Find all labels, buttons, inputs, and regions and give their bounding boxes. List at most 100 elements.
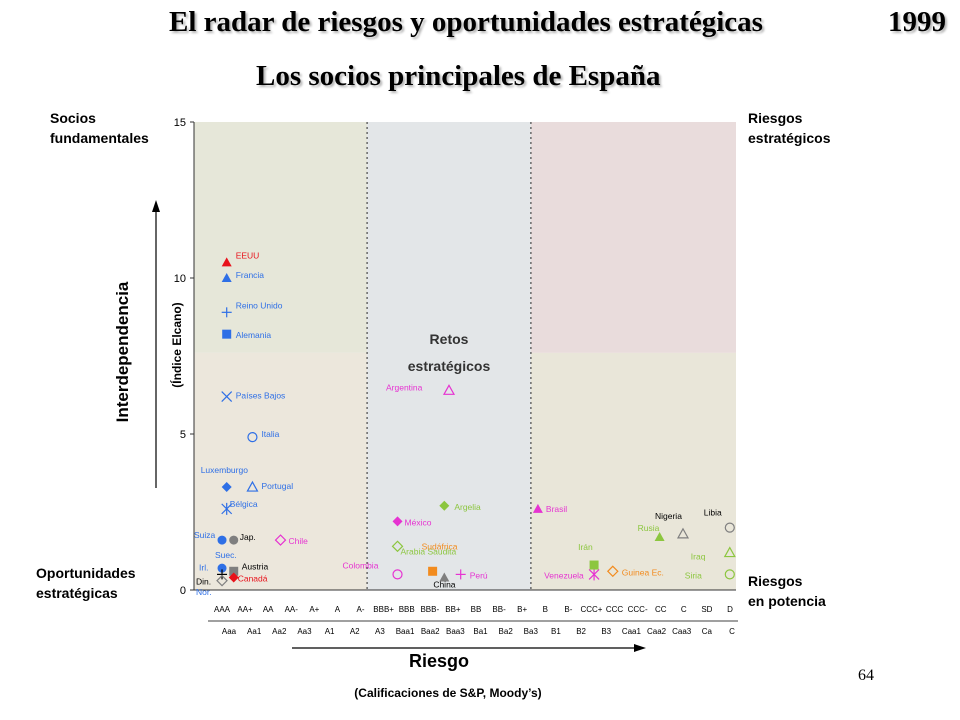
data-point-label: Siria <box>685 570 702 580</box>
data-point-marker <box>392 569 403 580</box>
x-tick-label-moodys: Caa3 <box>672 627 692 636</box>
x-axis-title: Riesgo <box>409 651 469 671</box>
data-point-label: Suiza <box>194 530 216 540</box>
region-label-retos: estratégicos <box>408 358 491 374</box>
data-point-label: Luxemburgo <box>201 465 249 475</box>
data-point-marker <box>392 516 403 527</box>
data-point-marker <box>222 329 232 339</box>
data-point-marker <box>532 503 543 513</box>
x-tick-label-sp: CCC+ <box>580 605 602 614</box>
x-tick-label-sp: BBB- <box>420 605 439 614</box>
x-tick-label-moodys: Ba3 <box>524 627 539 636</box>
x-tick-label-sp: CCC- <box>628 605 648 614</box>
data-point-label: Francia <box>236 270 265 280</box>
x-tick-label-moodys: Aa2 <box>272 627 287 636</box>
data-point-marker <box>391 540 404 553</box>
y-tick-label: 10 <box>174 273 186 285</box>
x-tick-label-moodys: Aaa <box>222 627 237 636</box>
data-point-marker <box>221 391 233 402</box>
data-point-label: Nor. <box>196 587 212 597</box>
data-point-marker <box>724 522 735 533</box>
data-point-label: EEUU <box>236 250 260 260</box>
data-point-label: México <box>405 517 432 527</box>
year-label: 1999 <box>888 6 946 38</box>
x-tick-label-sp: B- <box>564 605 572 614</box>
x-tick-label-sp: AA <box>263 605 274 614</box>
data-point-marker <box>439 500 450 511</box>
data-point-marker <box>723 546 736 558</box>
data-point-marker <box>676 527 690 539</box>
data-point-marker <box>606 565 619 578</box>
data-point-label: Irán <box>578 542 593 552</box>
data-point-marker <box>724 569 735 580</box>
data-point-marker <box>247 432 258 443</box>
data-point-marker <box>217 535 227 545</box>
data-point-label: Chile <box>289 536 309 546</box>
x-tick-label-moodys: C <box>729 627 735 636</box>
x-tick-label-sp: B <box>543 605 548 614</box>
x-tick-label-sp: AAA <box>214 605 231 614</box>
data-point-marker <box>221 257 232 267</box>
region-top-right <box>530 122 736 353</box>
data-point-label: Portugal <box>261 481 293 491</box>
data-point-label: Italia <box>261 429 279 439</box>
corner-label-socios: Socios fundamentales <box>50 110 149 146</box>
corner-label-riesgos-potencia: Riesgos en potencia <box>748 573 826 609</box>
data-point-marker <box>442 384 456 395</box>
data-point-label: Rusia <box>638 523 660 533</box>
x-tick-label-sp: BBB+ <box>373 605 394 614</box>
corner-label-riesgos-estrategicos: Riesgos estratégicos <box>748 110 831 146</box>
page-number: 64 <box>858 667 874 684</box>
x-tick-label-sp: BB- <box>492 605 506 614</box>
x-tick-label-sp: BB <box>471 605 482 614</box>
corner-label-oportunidades: Oportunidades estratégicas <box>36 565 136 601</box>
data-point-label: Austria <box>242 561 269 571</box>
data-point-label: Reino Unido <box>236 300 283 310</box>
x-tick-label-moodys: Caa2 <box>647 627 667 636</box>
x-tick-label-moodys: B1 <box>551 627 561 636</box>
data-point-marker <box>217 569 228 580</box>
data-point-marker <box>229 566 239 576</box>
data-point-label: Jap. <box>240 532 256 542</box>
x-tick-label-moodys: Caa1 <box>622 627 642 636</box>
x-tick-label-sp: B+ <box>517 605 527 614</box>
page-title: El radar de riesgos y oportunidades estr… <box>169 6 763 38</box>
x-tick-label-sp: BBB <box>399 605 415 614</box>
page-subtitle: Los socios principales de España <box>256 60 661 92</box>
data-point-marker <box>217 563 227 573</box>
x-tick-label-sp: BB+ <box>445 605 461 614</box>
x-tick-label-sp: A- <box>357 605 365 614</box>
x-tick-label-moodys: Baa1 <box>396 627 415 636</box>
region-top-left <box>194 122 368 353</box>
data-point-label: Perú <box>470 570 488 580</box>
data-point-marker <box>588 568 600 581</box>
x-tick-label-sp: D <box>727 605 733 614</box>
y-tick-label: 5 <box>180 429 186 441</box>
x-axis-subtitle: (Calificaciones de S&P, Moody’s) <box>354 686 541 700</box>
data-point-marker <box>221 307 232 318</box>
x-tick-label-moodys: A1 <box>325 627 335 636</box>
data-point-label: Bélgica <box>230 499 258 509</box>
x-tick-label-sp: CCC <box>606 605 624 614</box>
data-point-marker <box>221 273 232 282</box>
y-tick-label: 15 <box>174 117 186 129</box>
y-tick-label: 0 <box>180 585 186 597</box>
x-tick-label-moodys: A3 <box>375 627 385 636</box>
y-axis-subtitle: (Índice Elcano) <box>169 302 184 387</box>
region-label-retos: Retos <box>430 331 469 347</box>
data-point-marker <box>274 534 287 546</box>
region-middle <box>367 122 531 590</box>
x-tick-label-moodys: Aa3 <box>297 627 312 636</box>
data-point-label: Venezuela <box>544 570 584 580</box>
x-tick-label-sp: A+ <box>309 605 319 614</box>
y-axis-arrow-head <box>152 200 160 212</box>
x-tick-label-sp: AA- <box>285 605 299 614</box>
data-point-marker <box>455 569 466 580</box>
data-point-marker <box>439 572 450 582</box>
x-tick-label-moodys: Ba2 <box>499 627 514 636</box>
x-tick-label-sp: SD <box>701 605 712 614</box>
x-tick-label-moodys: Ba1 <box>473 627 488 636</box>
x-tick-label-moodys: A2 <box>350 627 360 636</box>
data-point-marker <box>229 535 239 545</box>
data-point-marker <box>221 502 233 515</box>
